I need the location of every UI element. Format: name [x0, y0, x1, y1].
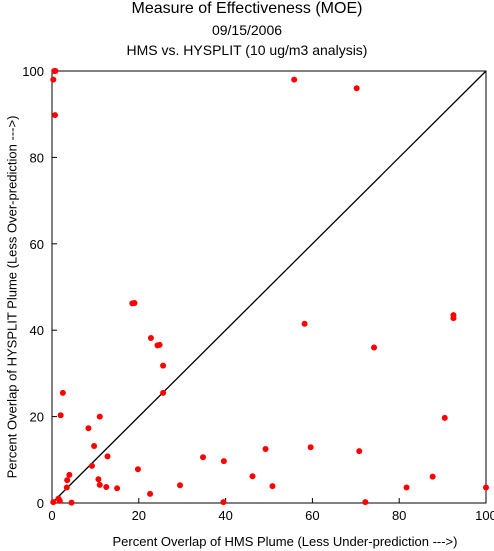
data-point [483, 484, 489, 491]
data-point [56, 497, 63, 504]
data-point [95, 476, 102, 483]
data-point [291, 76, 298, 83]
y-tick-label: 40 [30, 323, 44, 338]
x-tick-label: 100 [475, 508, 494, 523]
data-point [147, 490, 154, 497]
data-point [403, 484, 410, 491]
data-point [64, 477, 71, 484]
data-point [362, 499, 369, 506]
x-tick-label: 0 [48, 508, 55, 523]
x-tick-label: 20 [132, 508, 146, 523]
data-points [50, 68, 489, 506]
data-point [160, 362, 167, 369]
y-tick-label: 20 [30, 410, 44, 425]
data-point [59, 389, 66, 396]
data-point [249, 473, 256, 480]
data-point [429, 473, 436, 480]
data-point [147, 334, 154, 341]
data-point [103, 484, 110, 491]
data-point [269, 483, 276, 490]
y-axis-label: Percent Overlap of HYSPLIT Plume (Less O… [5, 116, 20, 479]
x-axis-ticks: 0 20 40 60 80 100 [48, 498, 494, 523]
data-point [52, 112, 59, 119]
y-tick-label: 100 [22, 64, 44, 79]
data-point [85, 425, 92, 432]
data-point [200, 454, 207, 461]
y-tick-label: 80 [30, 150, 44, 165]
data-point [91, 442, 98, 449]
chart-title: Measure of Effectiveness (MOE) [131, 0, 363, 17]
data-point [220, 499, 227, 506]
data-point [63, 484, 70, 491]
data-point [96, 481, 103, 488]
data-point [156, 341, 163, 348]
data-point [353, 85, 360, 92]
x-axis-label: Percent Overlap of HMS Plume (Less Under… [113, 534, 458, 549]
diagonal-reference-line-layer [51, 70, 487, 504]
y-tick-label: 60 [30, 237, 44, 252]
chart-date: 09/15/2006 [211, 22, 283, 38]
data-point [104, 453, 111, 460]
data-point [301, 320, 308, 327]
data-point [50, 76, 57, 83]
x-tick-label: 60 [305, 508, 319, 523]
data-point [114, 485, 121, 492]
one-to-one-line [51, 70, 487, 504]
plot-border [51, 70, 487, 504]
data-point [441, 414, 448, 421]
data-point [96, 413, 103, 420]
data-point [88, 462, 95, 469]
data-point [160, 389, 167, 396]
data-point [356, 448, 363, 455]
y-tick-label: 0 [37, 496, 44, 511]
plot-area [51, 70, 487, 504]
data-point [177, 482, 184, 489]
data-point [52, 68, 59, 74]
chart-subtitle: HMS vs. HYSPLIT (10 ug/m3 analysis) [126, 42, 368, 58]
data-point [307, 444, 314, 451]
data-point [50, 499, 57, 506]
data-point [57, 412, 64, 419]
data-point [220, 458, 227, 465]
data-point [131, 299, 138, 306]
data-point [371, 344, 378, 351]
x-tick-label: 80 [392, 508, 406, 523]
data-point [450, 315, 457, 322]
data-point [134, 466, 141, 473]
x-tick-label: 40 [218, 508, 232, 523]
data-point [262, 446, 269, 452]
data-point [68, 499, 75, 506]
data-point [66, 471, 73, 478]
